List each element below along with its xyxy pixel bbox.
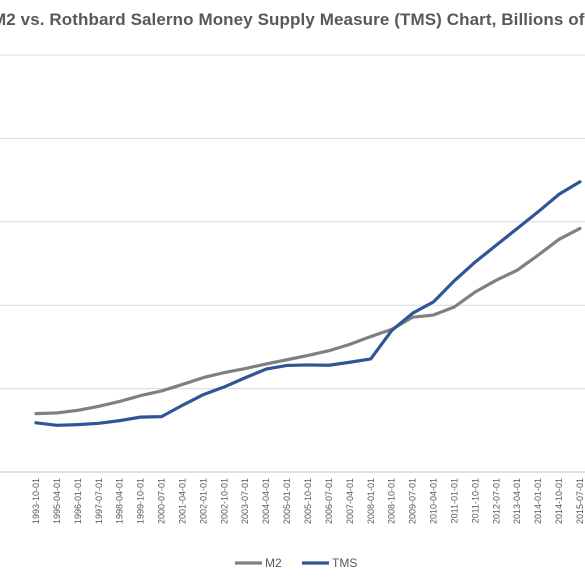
series-line-tms xyxy=(34,180,582,427)
x-tick-label: 2003-07-01 xyxy=(240,478,250,524)
x-tick-label: 2010-04-01 xyxy=(429,478,439,524)
x-tick-label: 2014-10-01 xyxy=(554,478,564,524)
x-tick-label: 2008-01-01 xyxy=(366,478,376,524)
x-tick-label: 2004-04-01 xyxy=(261,478,271,524)
x-tick-label: 2002-01-01 xyxy=(198,478,208,524)
x-tick-label: 1995-04-01 xyxy=(52,478,62,524)
x-tick-label: 1993-10-01 xyxy=(31,478,41,524)
x-tick-label: 2007-04-01 xyxy=(345,478,355,524)
x-tick-label: 1998-04-01 xyxy=(115,478,125,524)
x-tick-label: 2011-10-01 xyxy=(470,478,480,523)
x-tick-label: 2011-01-01 xyxy=(449,478,459,523)
x-tick-label: 2005-10-01 xyxy=(303,478,313,524)
x-tick-label: 2000-07-01 xyxy=(157,478,167,524)
legend-label-m2: M2 xyxy=(265,556,282,570)
x-tick-label: 2006-07-01 xyxy=(324,478,334,524)
gridlines xyxy=(0,54,585,473)
x-tick-label: 2012-07-01 xyxy=(491,478,501,524)
x-axis-tick-labels: 1993-10-01 1995-04-01 1996-01-01 1997-07-01… xyxy=(31,478,585,524)
x-tick-label: 2009-07-01 xyxy=(408,478,418,524)
series-layer xyxy=(34,180,582,427)
x-tick-label: 2014-01-01 xyxy=(533,478,543,524)
x-tick-label: 1999-10-01 xyxy=(136,478,146,524)
legend: M2 TMS xyxy=(235,556,357,570)
x-tick-label: 2013-04-01 xyxy=(512,478,522,524)
x-tick-label: 1996-01-01 xyxy=(73,478,83,524)
x-tick-label: 2001-04-01 xyxy=(177,478,187,524)
chart-title: M2 vs. Rothbard Salerno Money Supply Mea… xyxy=(0,10,585,29)
x-tick-label: 1997-07-01 xyxy=(94,478,104,524)
x-tick-label: 2005-01-01 xyxy=(282,478,292,524)
x-tick-label: 2015-07-01 xyxy=(575,478,585,524)
x-tick-label: 2008-10-01 xyxy=(387,478,397,524)
legend-label-tms: TMS xyxy=(332,556,357,570)
series-line-m2 xyxy=(34,226,582,416)
x-tick-label: 2002-10-01 xyxy=(219,478,229,524)
